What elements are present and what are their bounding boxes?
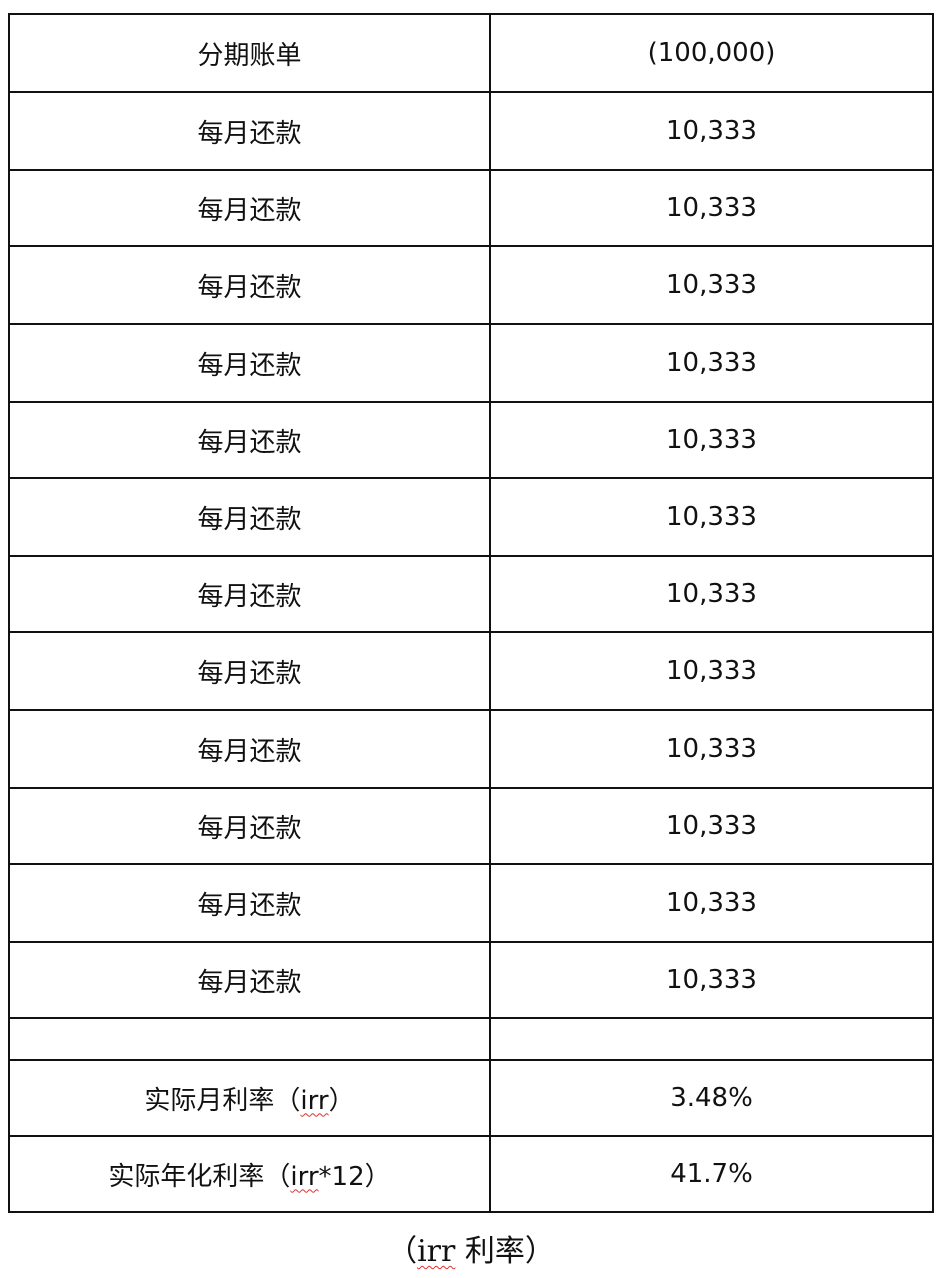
label-cell: 每月还款 bbox=[8, 631, 491, 711]
value-cell: 10,333 bbox=[489, 169, 934, 247]
label-cell: 每月还款 bbox=[8, 245, 491, 325]
spellcheck-term: irr bbox=[417, 1234, 456, 1269]
label-cell bbox=[8, 1017, 491, 1061]
label-cell: 每月还款 bbox=[8, 863, 491, 943]
irr-table: 分期账单 (100,000) 每月还款 10,333 每月还款 10,333 每月还款 10,… bbox=[8, 13, 934, 1213]
label-cell: 每月还款 bbox=[8, 323, 491, 403]
table-row: 每月还款 10,333 bbox=[8, 245, 934, 325]
value-cell: 10,333 bbox=[489, 863, 934, 943]
table-row bbox=[8, 1017, 934, 1061]
value-cell: 10,333 bbox=[489, 245, 934, 325]
value-cell: 10,333 bbox=[489, 555, 934, 633]
label-cell: 每月还款 bbox=[8, 477, 491, 557]
spellcheck-term: irr bbox=[290, 1161, 319, 1192]
value-cell: 10,333 bbox=[489, 323, 934, 403]
label-cell: 每月还款 bbox=[8, 709, 491, 789]
table-row: 每月还款 10,333 bbox=[8, 91, 934, 171]
value-cell: 10,333 bbox=[489, 91, 934, 171]
table-row: 每月还款 10,333 bbox=[8, 787, 934, 865]
label-suffix: *12） bbox=[318, 1161, 391, 1192]
value-cell: 10,333 bbox=[489, 709, 934, 789]
label-prefix: 实际月利率（ bbox=[144, 1085, 301, 1116]
caption: （irr 利率） bbox=[0, 1226, 942, 1270]
spellcheck-term: irr bbox=[300, 1085, 329, 1116]
value-cell: 10,333 bbox=[489, 787, 934, 865]
value-cell bbox=[489, 1017, 934, 1061]
label-cell: 实际月利率（irr） bbox=[8, 1059, 491, 1137]
table-row: 每月还款 10,333 bbox=[8, 401, 934, 479]
table-row: 每月还款 10,333 bbox=[8, 863, 934, 943]
table-row-annual-rate: 实际年化利率（irr*12） 41.7% bbox=[8, 1135, 934, 1213]
table-row: 每月还款 10,333 bbox=[8, 323, 934, 403]
label-cell: 每月还款 bbox=[8, 91, 491, 171]
table-row: 分期账单 (100,000) bbox=[8, 13, 934, 93]
value-cell: 3.48% bbox=[489, 1059, 934, 1137]
label-suffix: ） bbox=[328, 1085, 355, 1116]
value-cell: 10,333 bbox=[489, 401, 934, 479]
value-cell: 10,333 bbox=[489, 941, 934, 1019]
table-row: 每月还款 10,333 bbox=[8, 709, 934, 789]
table-row: 每月还款 10,333 bbox=[8, 555, 934, 633]
caption-prefix: （ bbox=[387, 1234, 418, 1269]
label-cell: 每月还款 bbox=[8, 555, 491, 633]
label-cell: 分期账单 bbox=[8, 13, 491, 93]
caption-suffix: 利率） bbox=[455, 1234, 555, 1269]
value-cell: 41.7% bbox=[489, 1135, 934, 1213]
value-cell: 10,333 bbox=[489, 477, 934, 557]
label-cell: 每月还款 bbox=[8, 169, 491, 247]
label-cell: 每月还款 bbox=[8, 401, 491, 479]
label-cell: 每月还款 bbox=[8, 941, 491, 1019]
table-row-monthly-rate: 实际月利率（irr） 3.48% bbox=[8, 1059, 934, 1137]
label-cell: 每月还款 bbox=[8, 787, 491, 865]
value-cell: (100,000) bbox=[489, 13, 934, 93]
table-row: 每月还款 10,333 bbox=[8, 631, 934, 711]
table-row: 每月还款 10,333 bbox=[8, 169, 934, 247]
value-cell: 10,333 bbox=[489, 631, 934, 711]
label-cell: 实际年化利率（irr*12） bbox=[8, 1135, 491, 1213]
table-row: 每月还款 10,333 bbox=[8, 477, 934, 557]
label-prefix: 实际年化利率（ bbox=[108, 1161, 291, 1192]
table-row: 每月还款 10,333 bbox=[8, 941, 934, 1019]
